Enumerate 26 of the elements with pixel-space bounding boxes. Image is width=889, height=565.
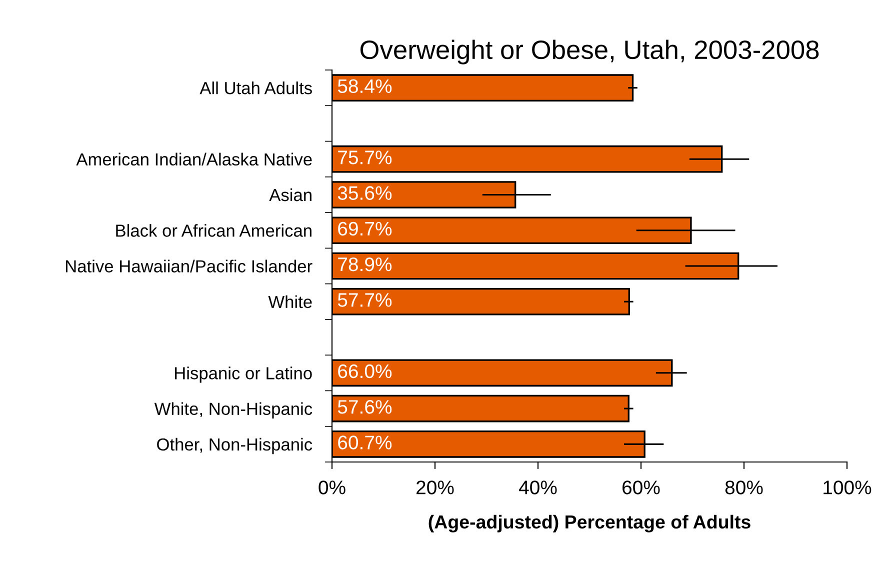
data-label: 35.6% (338, 186, 392, 200)
x-tick-label: 80% (725, 480, 763, 494)
data-label: 57.6% (338, 400, 392, 414)
y-tick-label: Asian (269, 188, 312, 202)
y-tick-label: Other, Non-Hispanic (157, 438, 312, 454)
y-tick-label: White, Non-Hispanic (154, 402, 312, 418)
data-label: 57.7% (338, 293, 392, 307)
y-tick-label: Hispanic or Latino (175, 366, 312, 383)
y-tick-label: Native Hawaiian/Pacific Islander (66, 260, 312, 272)
data-label: 58.4% (338, 79, 392, 94)
data-label: 60.7% (338, 436, 392, 450)
chart-title: Overweight or Obese, Utah, 2003-2008 (360, 40, 819, 64)
y-tick-label: Black or African American (116, 224, 312, 237)
y-tick-label: American Indian/Alaska Native (76, 152, 312, 166)
data-label: 75.7% (338, 150, 392, 164)
x-tick-label: 20% (416, 480, 454, 494)
x-tick-label: 0% (318, 480, 346, 494)
x-axis-title: (Age-adjusted) Percentage of Adults (428, 514, 750, 532)
x-tick-label: 40% (518, 480, 557, 494)
x-tick-label: 100% (824, 480, 872, 494)
data-label: 69.7% (338, 222, 392, 236)
y-tick-label: All Utah Adults (200, 82, 312, 94)
data-label: 78.9% (338, 257, 392, 272)
x-tick-label: 60% (622, 480, 660, 494)
y-tick-label: White (268, 295, 312, 308)
data-label: 66.0% (338, 364, 392, 378)
